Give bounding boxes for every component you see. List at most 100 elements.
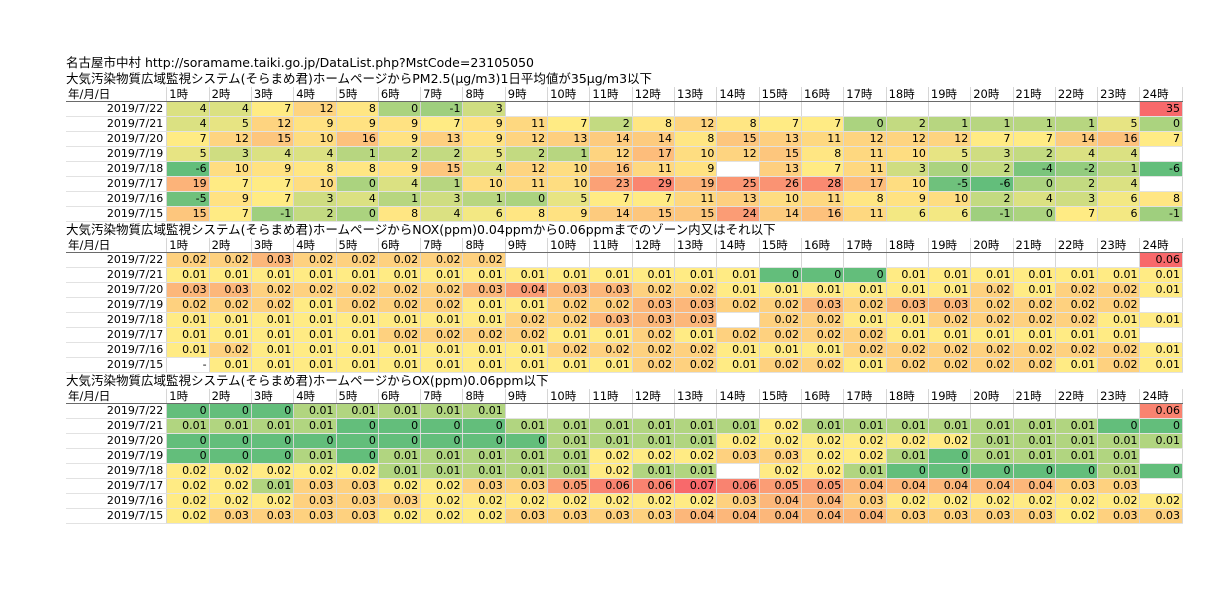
value-cell[interactable]: 11 (843, 161, 887, 177)
value-cell[interactable]: 16 (801, 206, 845, 222)
value-cell[interactable]: 0.02 (336, 282, 379, 298)
value-cell[interactable]: 7 (1055, 206, 1099, 222)
value-cell[interactable]: 0.02 (378, 252, 422, 268)
value-cell[interactable]: 0.04 (843, 478, 887, 494)
value-cell[interactable]: 0.02 (293, 282, 337, 298)
value-cell[interactable]: 14 (759, 206, 802, 222)
value-cell[interactable]: 1 (336, 146, 379, 162)
value-cell[interactable]: 10 (674, 146, 718, 162)
value-cell[interactable]: 0 (251, 448, 295, 464)
value-cell[interactable]: 0.03 (632, 312, 676, 328)
date-cell[interactable]: 2019/7/16 (66, 493, 168, 509)
value-cell[interactable]: 0.02 (209, 297, 252, 313)
value-cell[interactable]: 13 (759, 161, 802, 177)
value-cell[interactable]: 0.03 (1055, 478, 1099, 494)
value-cell[interactable]: 0.01 (505, 342, 549, 358)
value-cell[interactable]: 0.03 (589, 312, 633, 328)
value-cell[interactable]: 0.01 (420, 312, 464, 328)
value-cell[interactable]: 5 (462, 146, 506, 162)
value-cell[interactable]: 0.03 (293, 508, 337, 524)
value-cell[interactable]: 0.02 (632, 282, 676, 298)
value-cell[interactable]: 0.01 (378, 312, 422, 328)
value-cell[interactable]: 0.04 (1013, 478, 1056, 494)
value-cell[interactable]: 0.01 (209, 357, 252, 373)
value-cell[interactable]: 0.02 (1013, 357, 1056, 373)
value-cell[interactable]: 8 (843, 191, 887, 207)
value-cell[interactable]: -4 (1013, 161, 1056, 177)
value-cell[interactable] (632, 252, 676, 268)
value-cell[interactable]: 0.01 (1013, 282, 1056, 298)
value-cell[interactable]: 0.03 (1097, 478, 1141, 494)
value-cell[interactable] (632, 403, 676, 419)
value-cell[interactable]: 6 (1097, 206, 1141, 222)
value-cell[interactable]: 0.01 (462, 342, 506, 358)
value-cell[interactable]: 0.01 (251, 312, 295, 328)
value-cell[interactable]: 1 (928, 116, 972, 132)
date-cell[interactable]: 2019/7/18 (66, 312, 168, 328)
value-cell[interactable]: 0.02 (759, 297, 802, 313)
value-cell[interactable]: 0.03 (589, 508, 633, 524)
value-cell[interactable]: 0 (886, 463, 929, 479)
value-cell[interactable] (1055, 252, 1099, 268)
value-cell[interactable]: 0.01 (293, 448, 337, 464)
value-cell[interactable]: 0.01 (843, 357, 887, 373)
value-cell[interactable]: 0 (209, 403, 252, 419)
value-cell[interactable]: 0.02 (589, 463, 633, 479)
value-cell[interactable]: 2 (886, 116, 929, 132)
value-cell[interactable]: 0.02 (970, 493, 1014, 509)
value-cell[interactable] (1055, 101, 1099, 117)
value-cell[interactable]: 0.03 (166, 282, 210, 298)
value-cell[interactable]: 0.03 (462, 282, 506, 298)
value-cell[interactable]: 0.01 (1139, 282, 1183, 298)
value-cell[interactable]: 0 (166, 403, 210, 419)
value-cell[interactable]: 0.01 (462, 267, 506, 283)
value-cell[interactable]: 11 (801, 191, 845, 207)
value-cell[interactable]: 0.01 (251, 327, 295, 343)
value-cell[interactable]: 0.01 (589, 267, 633, 283)
value-cell[interactable]: 0.02 (251, 463, 295, 479)
value-cell[interactable]: 0.01 (420, 463, 464, 479)
value-cell[interactable]: 0.01 (293, 267, 337, 283)
value-cell[interactable]: 1 (378, 191, 422, 207)
value-cell[interactable]: 1 (462, 191, 506, 207)
value-cell[interactable] (886, 403, 929, 419)
value-cell[interactable]: 0.02 (1055, 342, 1099, 358)
value-cell[interactable]: 0.02 (1097, 342, 1141, 358)
value-cell[interactable]: 0 (1013, 176, 1056, 192)
value-cell[interactable]: 2 (970, 191, 1014, 207)
value-cell[interactable]: 7 (251, 101, 295, 117)
value-cell[interactable]: 0.02 (378, 327, 422, 343)
value-cell[interactable]: 7 (166, 131, 210, 147)
value-cell[interactable]: 0.03 (886, 508, 929, 524)
value-cell[interactable]: 0.03 (1013, 508, 1056, 524)
value-cell[interactable]: 0.03 (970, 508, 1014, 524)
value-cell[interactable]: 0.02 (547, 312, 591, 328)
value-cell[interactable]: 0.02 (462, 493, 506, 509)
value-cell[interactable]: 7 (420, 116, 464, 132)
value-cell[interactable] (970, 101, 1014, 117)
value-cell[interactable]: 0.02 (716, 327, 760, 343)
value-cell[interactable]: 0.03 (336, 478, 379, 494)
value-cell[interactable]: 0.01 (801, 418, 845, 434)
value-cell[interactable]: 0.02 (378, 508, 422, 524)
value-cell[interactable] (843, 101, 887, 117)
value-cell[interactable]: 0.01 (420, 403, 464, 419)
value-cell[interactable]: 0.01 (547, 357, 591, 373)
value-cell[interactable]: 8 (716, 116, 760, 132)
value-cell[interactable]: 0 (378, 433, 422, 449)
value-cell[interactable]: 0.03 (632, 508, 676, 524)
value-cell[interactable]: 0.02 (166, 297, 210, 313)
value-cell[interactable]: -2 (1055, 161, 1099, 177)
value-cell[interactable]: 0.02 (970, 312, 1014, 328)
value-cell[interactable] (674, 403, 718, 419)
value-cell[interactable]: 12 (293, 101, 337, 117)
value-cell[interactable]: 0.03 (759, 448, 802, 464)
value-cell[interactable]: 0.02 (251, 297, 295, 313)
value-cell[interactable]: 0.01 (209, 312, 252, 328)
value-cell[interactable]: 0 (759, 267, 802, 283)
value-cell[interactable]: 0.02 (336, 463, 379, 479)
value-cell[interactable]: 0.04 (970, 478, 1014, 494)
value-cell[interactable]: 0.03 (505, 508, 549, 524)
value-cell[interactable]: 0 (378, 418, 422, 434)
value-cell[interactable]: 0.01 (716, 282, 760, 298)
